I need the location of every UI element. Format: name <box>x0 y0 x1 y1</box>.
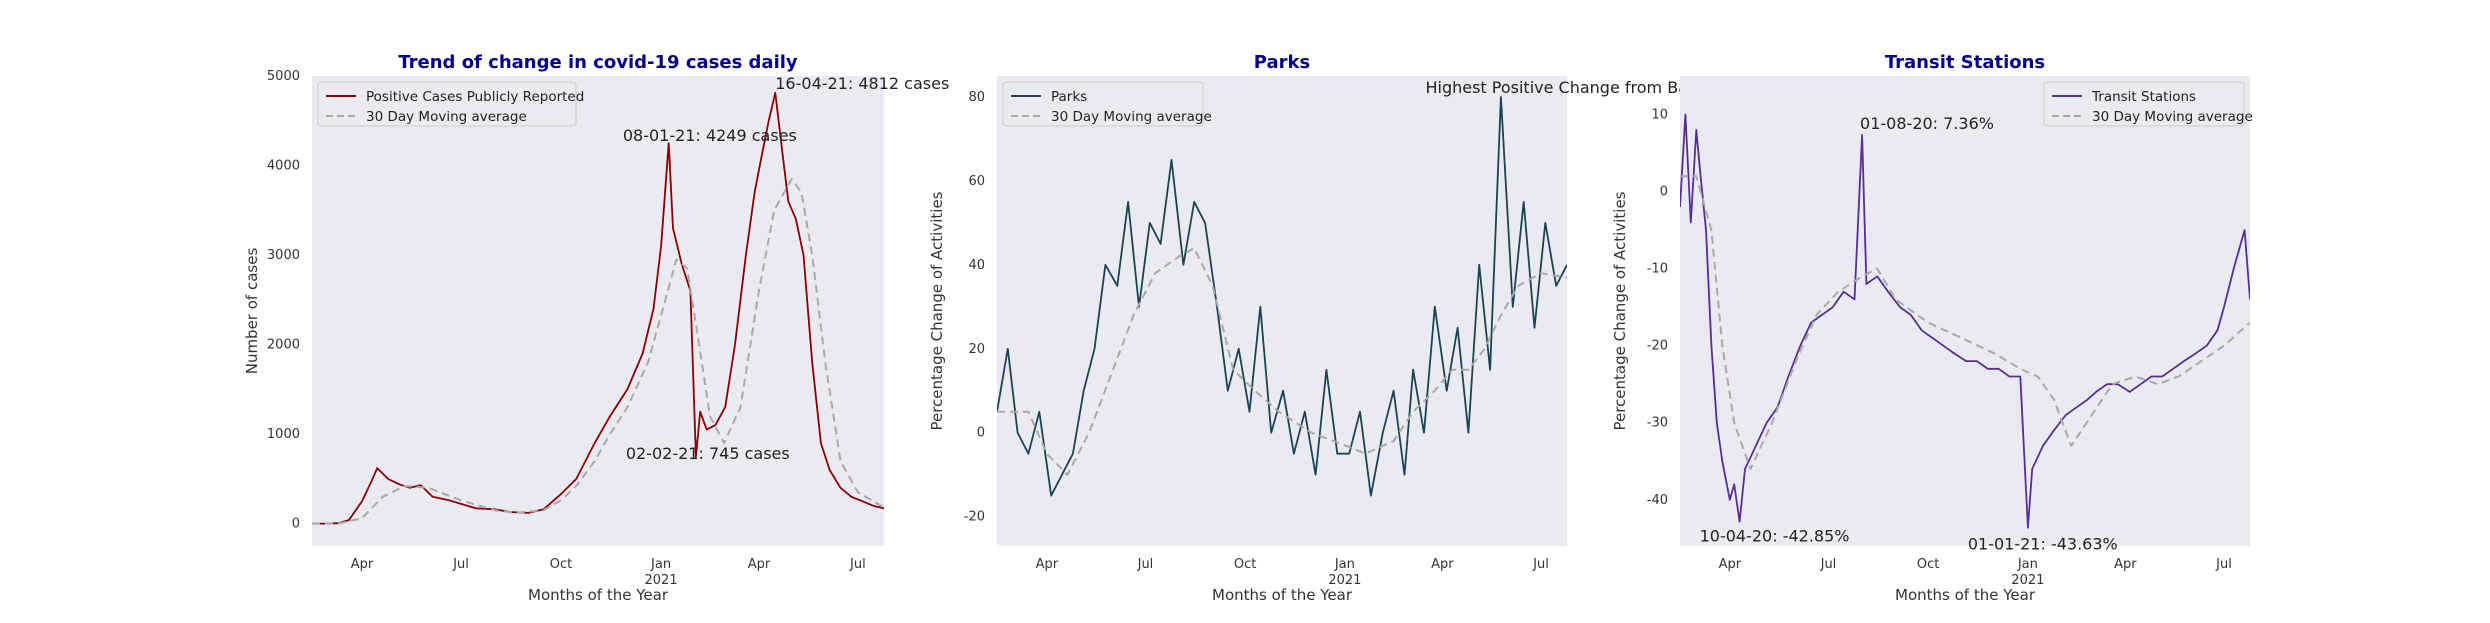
plot-background <box>1680 76 2250 546</box>
x-tick-label: Jul <box>452 557 469 572</box>
annotation-label: 01-01-21: -43.63% <box>1968 535 2118 554</box>
y-tick-label: 1000 <box>267 427 300 442</box>
annotation-label: Highest Positive Change from Baseline <box>1425 78 1735 97</box>
legend: Positive Cases Publicly Reported 30 Day … <box>317 81 584 127</box>
x-tick-label: Apr <box>2114 557 2137 572</box>
y-tick-label: 20 <box>968 342 985 357</box>
chart-title: Transit Stations <box>1885 52 2045 73</box>
y-tick-label: 0 <box>1660 185 1668 200</box>
x-tick-year-label: 2021 <box>645 573 678 588</box>
y-tick-label: -30 <box>1647 416 1668 431</box>
x-axis-label: Months of the Year <box>528 586 669 604</box>
y-tick-label: 5000 <box>267 69 300 84</box>
x-tick-label: Jan <box>650 557 671 572</box>
x-tick-label: Jul <box>849 557 866 572</box>
y-axis-label: Percentage Change of Activities <box>928 191 946 430</box>
x-tick-label: Apr <box>1431 557 1454 572</box>
y-tick-label: -20 <box>1647 339 1668 354</box>
legend: Parks 30 Day Moving average <box>1002 81 1212 127</box>
y-tick-label: 4000 <box>267 159 300 174</box>
moving-average-line-2 <box>312 178 884 525</box>
y-axis-label: Number of cases <box>243 248 261 375</box>
legend-entry: 30 Day Moving average <box>366 109 527 125</box>
annotation-label: 08-01-21: 4249 cases <box>623 126 797 145</box>
x-tick-year-label: 2021 <box>2011 573 2044 588</box>
x-axis-label: Months of the Year <box>1895 586 2036 604</box>
series-layer <box>997 96 1567 497</box>
plot-background <box>312 76 884 546</box>
legend-entry: 30 Day Moving average <box>1051 109 1212 125</box>
legend-entry: Positive Cases Publicly Reported <box>366 89 584 105</box>
legend-entry: Transit Stations <box>2091 89 2196 105</box>
x-axis-label: Months of the Year <box>1212 586 1353 604</box>
x-tick-label: Apr <box>1719 557 1742 572</box>
y-tick-label: 60 <box>968 174 985 189</box>
moving-average-line-2 <box>1680 175 2250 470</box>
x-tick-label: Jul <box>1137 557 1154 572</box>
legend: Transit Stations 30 Day Moving average <box>2043 81 2253 127</box>
series-layer <box>312 91 884 525</box>
y-tick-label: 3000 <box>267 248 300 263</box>
chart-title: Trend of change in covid-19 cases daily <box>398 52 798 73</box>
y-tick-label: -20 <box>964 510 985 525</box>
y-axis-label: Percentage Change of Activities <box>1611 191 1629 430</box>
y-tick-label: 40 <box>968 258 985 273</box>
y-tick-label: 80 <box>968 90 985 105</box>
x-tick-label: Jan <box>2017 557 2038 572</box>
series-line-1 <box>1680 113 2250 529</box>
annotation-label: 16-04-21: 4812 cases <box>775 74 949 93</box>
x-tick-label: Jul <box>1532 557 1549 572</box>
y-tick-label: -10 <box>1647 262 1668 277</box>
series-layer <box>1680 113 2250 529</box>
x-tick-label: Apr <box>748 557 771 572</box>
x-tick-label: Apr <box>351 557 374 572</box>
moving-average-line-2 <box>997 247 1567 476</box>
x-tick-label: Oct <box>1234 557 1256 572</box>
chart-title: Parks <box>1254 52 1310 73</box>
y-tick-label: 10 <box>1651 108 1668 123</box>
x-tick-label: Apr <box>1036 557 1059 572</box>
chart-panel-1: Trend of change in covid-19 cases daily 0… <box>243 52 949 604</box>
annotation-label: 01-08-20: 7.36% <box>1860 114 1994 133</box>
y-tick-label: 0 <box>977 426 985 441</box>
x-tick-year-label: 2021 <box>1328 573 1361 588</box>
series-line-1 <box>997 96 1567 497</box>
legend-box <box>1002 81 1204 127</box>
x-tick-label: Oct <box>550 557 572 572</box>
x-tick-label: Jul <box>2215 557 2232 572</box>
legend-box <box>317 81 577 127</box>
plot-background <box>997 76 1567 546</box>
y-tick-label: 0 <box>292 517 300 532</box>
legend-box <box>2043 81 2245 127</box>
legend-entry: 30 Day Moving average <box>2092 109 2253 125</box>
y-tick-label: -40 <box>1647 493 1668 508</box>
x-tick-label: Jul <box>1820 557 1837 572</box>
annotation-label: 10-04-20: -42.85% <box>1700 527 1850 546</box>
annotation-label: 02-02-21: 745 cases <box>626 444 790 463</box>
x-tick-label: Jan <box>1334 557 1355 572</box>
y-tick-label: 2000 <box>267 338 300 353</box>
legend-entry: Parks <box>1051 89 1087 105</box>
x-tick-label: Oct <box>1917 557 1939 572</box>
chart-panel-3: Transit Stations -40 -30 -20 -10 0 10 Apr Jul Oct… <box>1611 52 2253 604</box>
